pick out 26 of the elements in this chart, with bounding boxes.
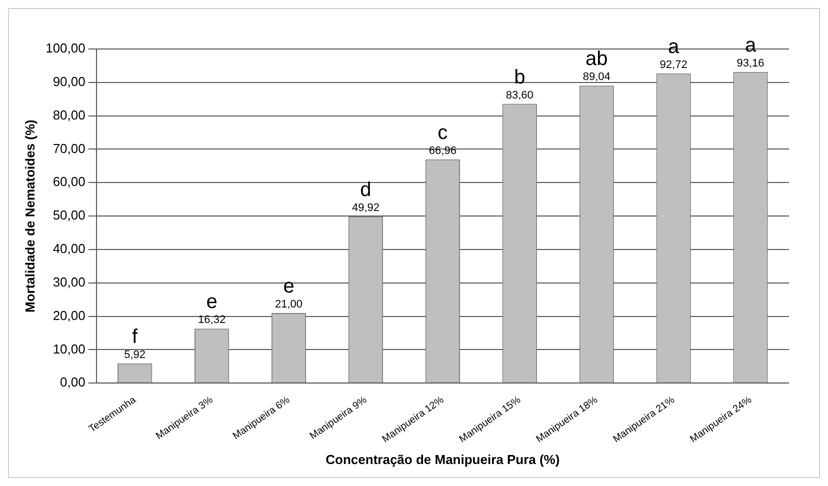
annotation: e — [206, 291, 218, 314]
data-label: 92,72 — [660, 58, 688, 71]
y-tick-label: 0,00 — [60, 374, 86, 390]
data-label: 5,92 — [124, 348, 146, 361]
y-tick-label: 90,00 — [52, 74, 86, 89]
annotation: c — [438, 122, 448, 144]
annotation: ab — [585, 48, 608, 70]
data-label: 16,32 — [198, 314, 226, 326]
data-label: 83,60 — [506, 89, 534, 102]
y-axis-title: Mortalidade de Nematoides (%) — [22, 120, 38, 312]
annotation: d — [360, 178, 372, 201]
annotation: f — [132, 326, 138, 348]
y-tick-label: 60,00 — [52, 174, 86, 190]
y-tick-label: 30,00 — [52, 274, 86, 290]
y-tick-label: 10,00 — [52, 341, 86, 356]
y-tick-label: 20,00 — [52, 308, 86, 323]
y-tick-label: 50,00 — [52, 208, 86, 223]
y-tick-label: 100,00 — [46, 40, 86, 56]
data-label: 21,00 — [274, 298, 303, 310]
data-label: 49,92 — [352, 202, 380, 214]
y-tick-label: 40,00 — [52, 241, 86, 256]
data-label: 89,04 — [582, 71, 610, 84]
y-tick-label: 80,00 — [52, 107, 86, 122]
data-label: 93,16 — [736, 57, 764, 70]
y-tick-label: 70,00 — [52, 140, 86, 156]
x-axis-title: Concentração de Manipueira Pura (%) — [326, 452, 560, 467]
